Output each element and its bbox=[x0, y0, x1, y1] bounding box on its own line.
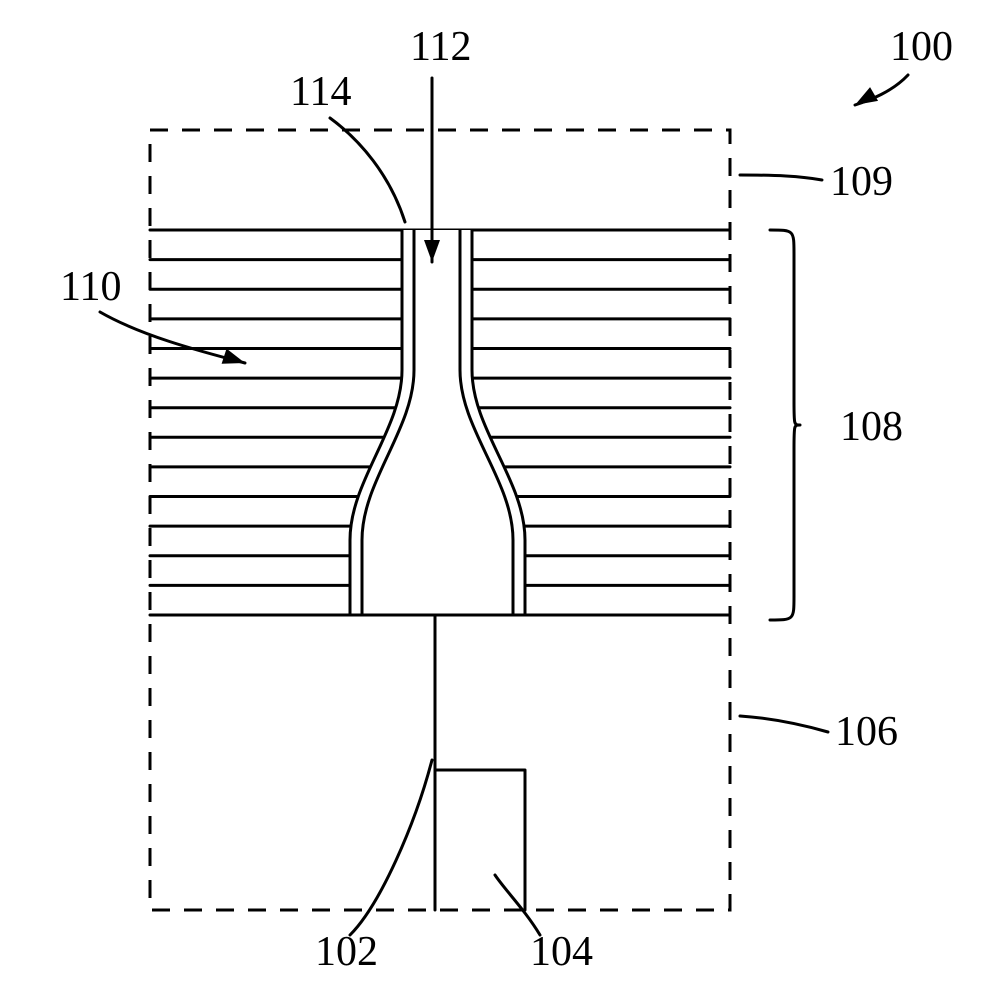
plug-outline bbox=[435, 770, 525, 910]
label-102: 102 bbox=[315, 929, 378, 975]
label-112: 112 bbox=[410, 24, 471, 70]
brace-108 bbox=[770, 230, 800, 620]
leader-l109 bbox=[740, 175, 822, 180]
label-114: 114 bbox=[290, 69, 351, 115]
label-100: 100 bbox=[890, 24, 953, 70]
label-110: 110 bbox=[60, 264, 121, 310]
leader-l114 bbox=[330, 118, 405, 222]
leader-l106 bbox=[740, 716, 828, 732]
label-109: 109 bbox=[830, 159, 893, 205]
label-106: 106 bbox=[835, 709, 898, 755]
leader-l104 bbox=[495, 875, 540, 935]
label-108: 108 bbox=[840, 404, 903, 450]
